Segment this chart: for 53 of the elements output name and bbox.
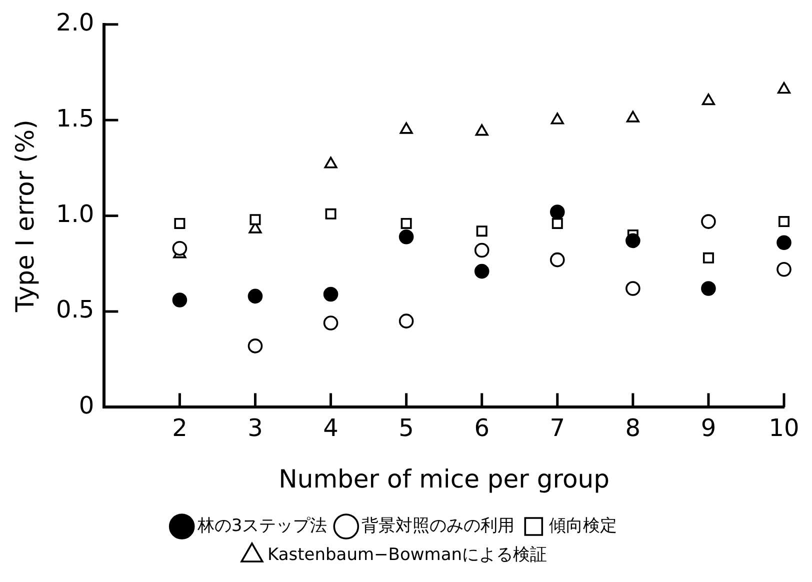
point <box>400 218 412 229</box>
point <box>701 214 716 229</box>
point <box>172 292 188 308</box>
point <box>474 264 490 279</box>
x-tick-label: 7 <box>550 414 566 442</box>
x-tick-label: 10 <box>768 414 800 442</box>
point <box>778 216 790 228</box>
point <box>550 204 565 220</box>
point <box>776 235 792 250</box>
y-tick-label: 1.5 <box>56 104 94 132</box>
point <box>324 156 338 168</box>
point <box>323 286 338 302</box>
y-tick-label: 0.5 <box>56 296 94 324</box>
point <box>777 82 791 94</box>
y-tick-label: 0 <box>78 391 94 420</box>
point <box>250 214 261 226</box>
point <box>776 262 792 277</box>
point <box>325 208 336 220</box>
point <box>552 218 563 229</box>
legend-label: Kastenbaum−Bowmanによる検証 <box>267 544 548 565</box>
point <box>398 314 414 328</box>
point <box>475 124 488 136</box>
point <box>400 122 413 134</box>
point <box>323 316 338 330</box>
legend-label: 林の3ステップ法 <box>196 516 328 536</box>
x-tick-label: 2 <box>172 414 188 442</box>
x-tick-label: 4 <box>323 414 338 442</box>
point <box>172 240 188 256</box>
point <box>626 281 640 296</box>
legend-label: 背景対照のみの利用 <box>362 516 515 536</box>
point <box>474 242 490 258</box>
x-axis-title: Number of mice per group <box>278 464 610 494</box>
y-axis-title: Type I error (%) <box>10 120 40 314</box>
x-tick-label: 9 <box>700 414 716 442</box>
point <box>702 94 715 106</box>
point <box>626 110 640 122</box>
point <box>626 233 640 248</box>
point <box>248 288 263 304</box>
point <box>476 226 488 237</box>
point <box>398 229 414 244</box>
legend-label: 傾向検定 <box>549 516 618 536</box>
x-tick-label: 5 <box>398 414 414 442</box>
point <box>702 252 714 264</box>
point <box>550 252 565 268</box>
y-tick-label: 2.0 <box>56 8 94 37</box>
point <box>550 112 564 124</box>
y-tick-label: 1.0 <box>56 200 94 228</box>
point <box>701 281 716 296</box>
x-tick-label: 8 <box>625 414 641 442</box>
point <box>174 218 186 229</box>
x-tick-label: 6 <box>474 414 490 442</box>
point <box>248 338 263 354</box>
x-tick-label: 3 <box>248 414 263 442</box>
